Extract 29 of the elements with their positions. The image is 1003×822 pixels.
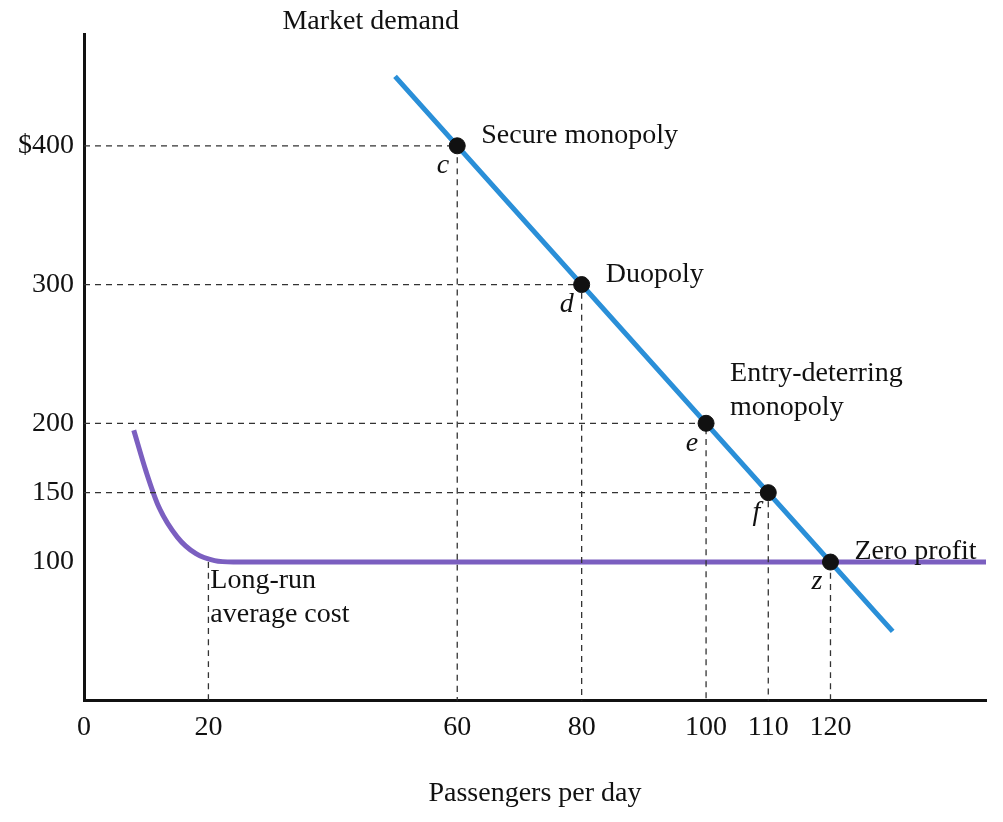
annotation: Entry-deterring monopoly [730,355,903,421]
x-tick-label: 20 [194,709,223,741]
y-tick-label: $400 [18,128,74,160]
y-tick-label: 200 [32,405,74,437]
x-axis-title: Passengers per day [428,775,642,807]
annotation: Secure monopoly [481,118,678,150]
y-tick-label: 100 [32,544,74,576]
x-tick-label: 80 [567,709,596,741]
annotation: c [436,148,450,180]
x-tick-label: 0 [77,709,91,741]
annotation: f [752,495,764,527]
point [821,553,839,571]
annotation: Duopoly [605,256,704,288]
annotation: Zero profit [854,534,977,566]
annotation: Long-run average cost [210,563,350,629]
point [697,414,715,432]
x-tick-label: 60 [443,709,472,741]
annotation: d [559,286,575,318]
x-tick-label: 110 [747,709,789,741]
point [573,276,591,294]
y-tick-label: 150 [32,475,74,507]
annotation: Market demand [282,3,459,35]
point [759,484,777,502]
annotation: z [810,564,823,596]
point [448,137,466,155]
x-tick-label: 120 [809,709,852,741]
y-tick-label: 300 [32,266,74,298]
x-tick-label: 100 [685,709,728,741]
annotation: e [685,425,699,457]
